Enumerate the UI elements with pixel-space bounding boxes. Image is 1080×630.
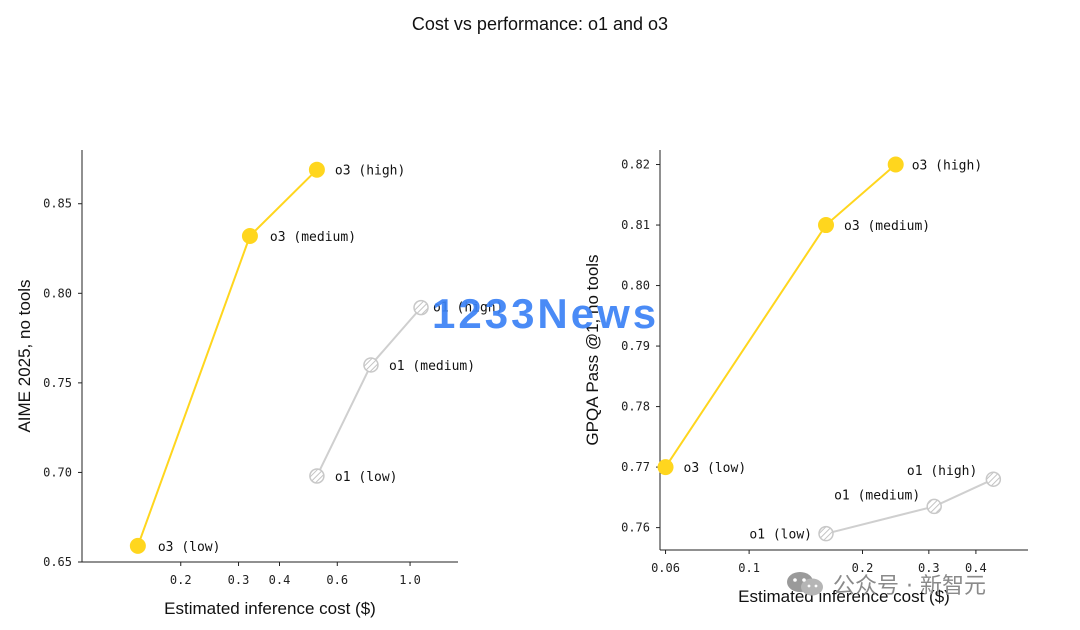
gpqa-x-tick-label: 0.4 (965, 561, 987, 575)
gpqa-y-tick-label: 0.79 (621, 339, 650, 353)
aime-x-tick-label: 0.3 (228, 573, 250, 587)
gpqa-y-tick-label: 0.81 (621, 218, 650, 232)
gpqa-x-axis-title: Estimated inference cost ($) (738, 587, 950, 606)
aime-o1-point-label: o1 (low) (335, 470, 398, 485)
aime-o1-point (363, 357, 379, 373)
gpqa-o1-point-label: o1 (medium) (834, 488, 920, 503)
aime-y-tick-label: 0.70 (43, 465, 72, 479)
aime-x-tick-label: 0.4 (269, 573, 291, 587)
aime-o3-line (136, 168, 318, 547)
aime-y-axis-title: AIME 2025, no tools (15, 279, 34, 432)
wechat-icon (785, 570, 825, 598)
aime-o3-point (241, 227, 258, 244)
gpqa-y-tick-label: 0.82 (621, 158, 650, 172)
gpqa-y-tick-label: 0.77 (621, 460, 650, 474)
aime-y-tick-label: 0.75 (43, 376, 72, 390)
aime-x-tick-label: 1.0 (399, 573, 421, 587)
gpqa-o3-point-label: o3 (low) (684, 461, 747, 476)
aime-o1-point (413, 299, 429, 316)
gpqa-y-tick-label: 0.80 (621, 279, 650, 293)
aime-o3-point-label: o3 (medium) (270, 230, 356, 245)
aime-x-tick-label: 0.6 (326, 573, 348, 587)
aime-y-tick-label: 0.65 (43, 555, 72, 569)
source-badge-text: 公众号 · 新智元 (833, 574, 986, 599)
source-badge: 公众号 · 新智元 (785, 568, 986, 600)
aime-o3-point (308, 161, 325, 178)
aime-o1-line (315, 306, 422, 477)
aime-x-tick-label: 0.2 (170, 573, 192, 587)
aime-o3-point (129, 537, 146, 554)
gpqa-o3-line (664, 163, 897, 468)
gpqa-o3-point (887, 156, 904, 173)
aime-o1-point-label: o1 (medium) (389, 359, 475, 374)
gpqa-o1-point (818, 525, 834, 542)
aime-o3-point-label: o3 (low) (158, 540, 221, 555)
gpqa-o1-point (985, 471, 1002, 487)
aime-chart-panel: 0.65 0.70 0.75 0.80 0.85 0.2 0.3 0.4 0.6 1.0 Estim… (15, 150, 503, 618)
gpqa-y-axis-title: GPQA Pass @1, no tools (583, 254, 602, 445)
aime-y-tick-label: 0.80 (43, 286, 72, 300)
gpqa-y-tick-label: 0.78 (621, 400, 650, 414)
aime-o1-point (309, 468, 325, 484)
gpqa-x-tick-label: 0.1 (738, 561, 760, 575)
aime-o3-point-label: o3 (high) (335, 164, 405, 179)
gpqa-x-tick-label: 0.06 (651, 561, 680, 575)
gpqa-o1-point (926, 498, 942, 515)
aime-y-tick-label: 0.85 (43, 197, 72, 211)
gpqa-o1-point-label: o1 (high) (907, 464, 977, 479)
gpqa-o3-point (657, 459, 674, 476)
gpqa-o3-point-label: o3 (high) (912, 159, 982, 174)
gpqa-x-tick-label: 0.3 (918, 561, 940, 575)
gpqa-o3-point-label: o3 (medium) (844, 219, 930, 234)
watermark-text: 1233News (432, 290, 660, 337)
chart-title: Cost vs performance: o1 and o3 (411, 14, 669, 34)
aime-x-axis-title: Estimated inference cost ($) (164, 599, 376, 618)
gpqa-o1-point-label: o1 (low) (749, 528, 812, 543)
aime-o1-point-label: o1 (high) (433, 301, 503, 316)
gpqa-x-tick-label: 0.2 (852, 561, 874, 575)
gpqa-chart-panel: 0.76 0.77 0.78 0.79 0.80 0.81 0.82 0.06 0.1 0.2 0.… (583, 150, 1028, 606)
gpqa-y-tick-label: 0.76 (621, 521, 650, 535)
gpqa-o3-point (818, 217, 835, 234)
gpqa-o1-line (825, 478, 994, 535)
